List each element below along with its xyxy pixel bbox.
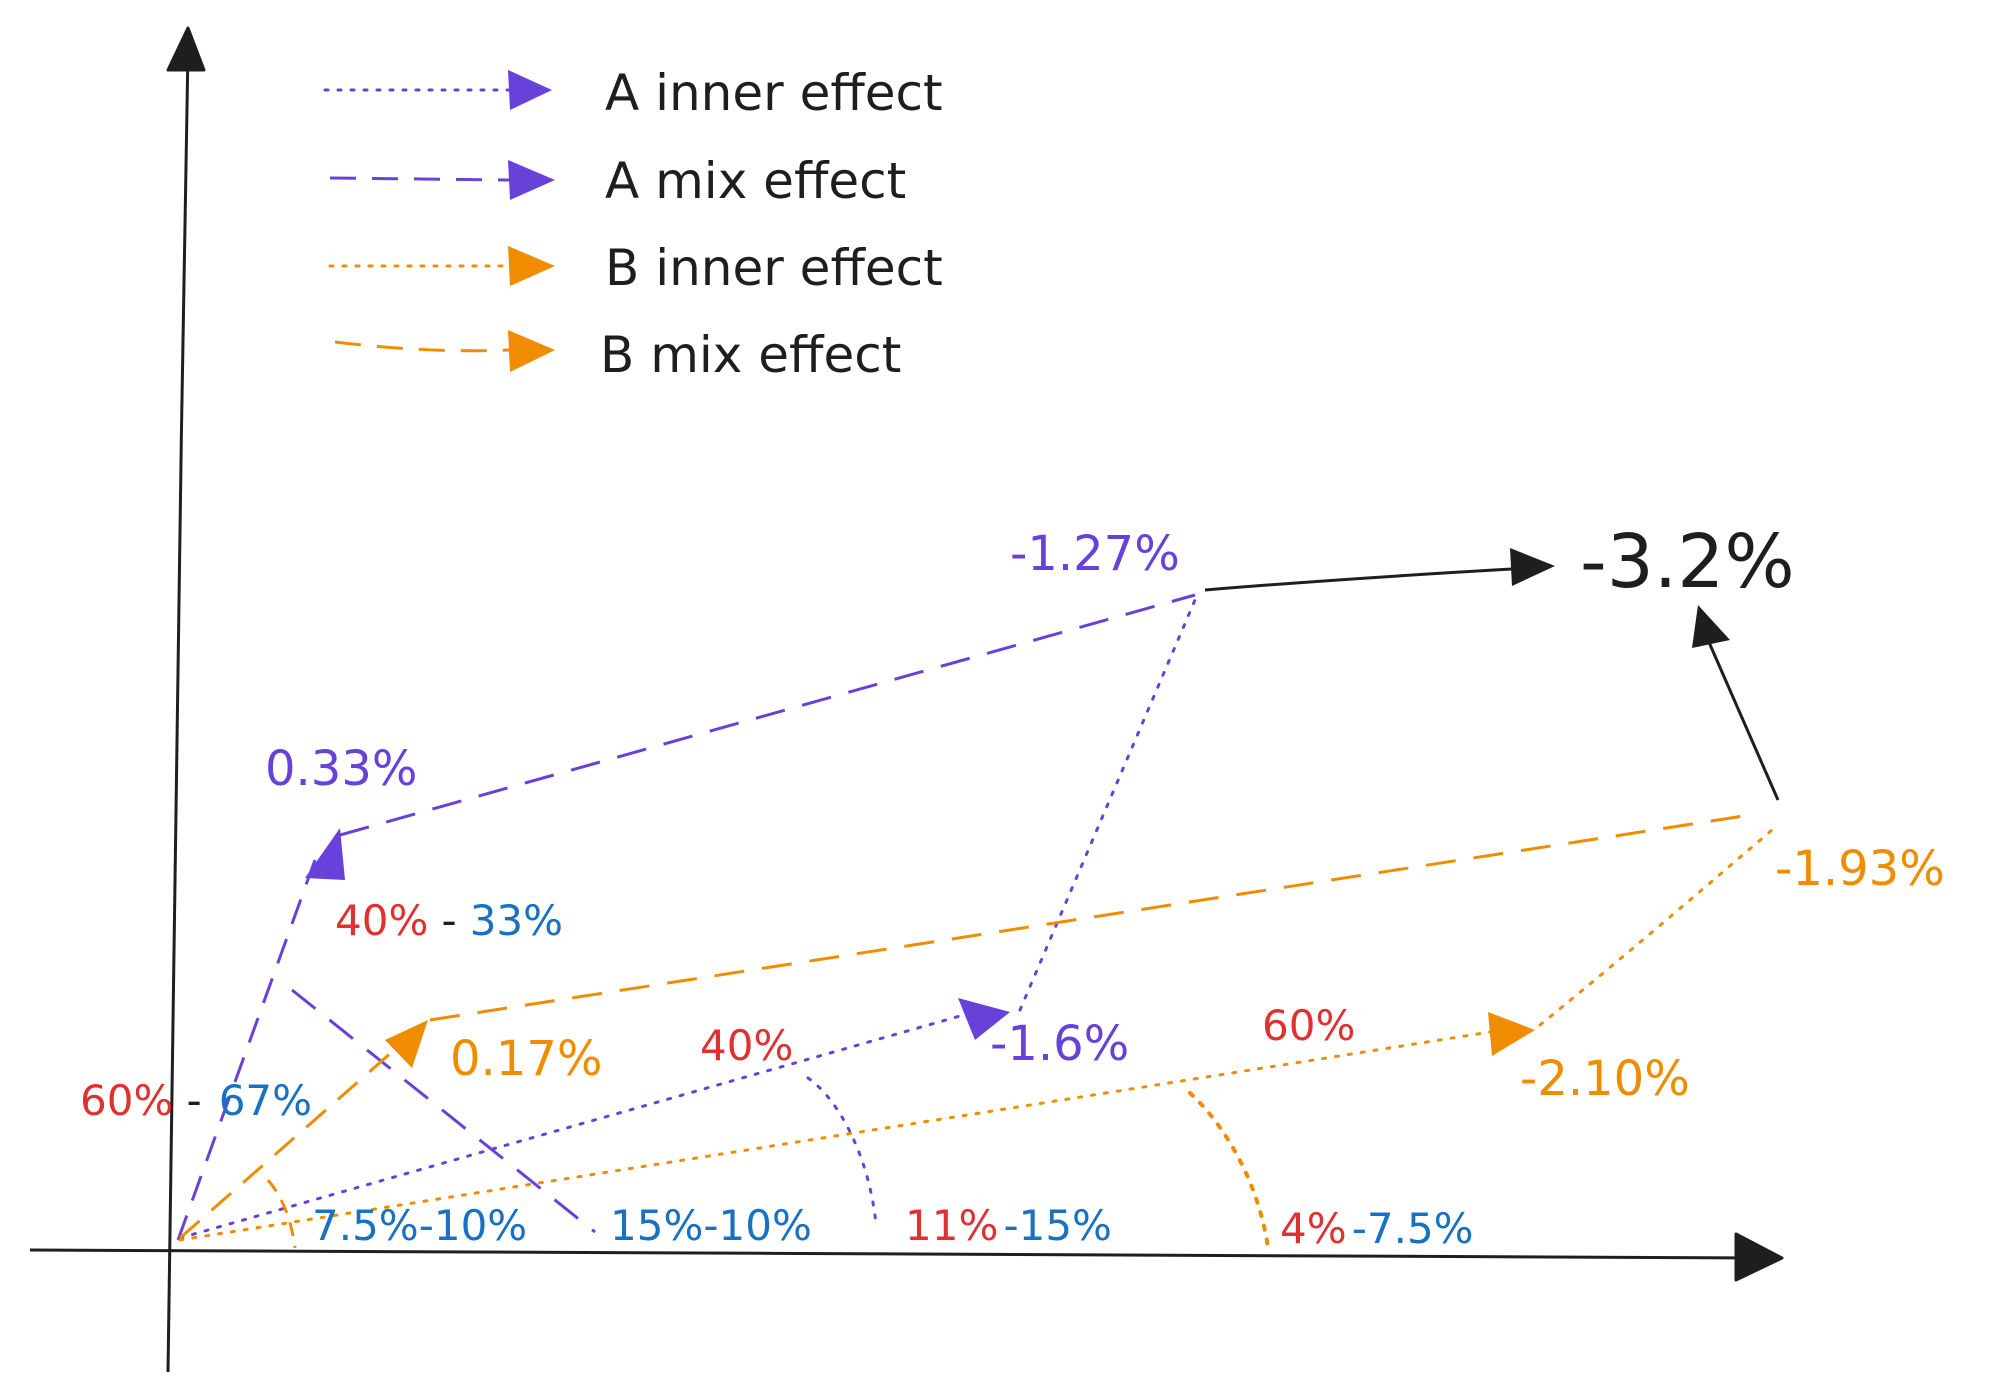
share-red: 60% [80,1076,173,1125]
share-blue: -7.5% [1352,1204,1474,1253]
angle-marker-orange-dotted [1188,1091,1270,1250]
share-blue: 33% [470,896,563,945]
legend-label: A inner effect [605,64,943,122]
a-total-value: -1.27% [1010,526,1180,582]
x-axis-line [29,1248,1761,1260]
b-mix-value: 0.17% [450,1031,602,1087]
share-label-bottom-4: 4% -7.5% [1280,1204,1474,1253]
share-blue: 67% [219,1076,312,1125]
b-inner-arrowhead [1488,1012,1535,1056]
y-axis-arrowhead [166,26,206,72]
share-blue: -15% [1003,1201,1112,1250]
legend-item-b-inner: B inner effect [328,239,943,297]
b-inner-value: -2.10% [1520,1051,1690,1107]
legend-item-a-mix: A mix effect [329,152,906,210]
x-axis-arrowhead [1734,1232,1784,1282]
angle-marker-orange [266,1179,297,1249]
a-inner-arrowhead [958,998,1010,1040]
legend-item-b-mix: B mix effect [334,326,901,384]
b-mix-arrowhead [385,1020,428,1068]
a-mix-return-line [291,988,596,1234]
y-axis-line [166,49,190,1373]
legend-arrowhead-icon [508,160,555,200]
share-label-a-top: 40% - 33% [335,896,563,945]
legend-arrowhead-icon [508,246,555,286]
share-red: 40% [335,896,428,945]
legend-label: A mix effect [605,152,906,210]
share-sep: - [186,1076,201,1125]
grand-total-value: -3.2% [1580,519,1795,605]
share-label-bottom-2: 15%-10% [610,1201,812,1250]
a-inner-value: -1.6% [990,1016,1129,1072]
share-red: 11% [905,1201,998,1250]
a-to-total-arrowhead [1510,548,1555,586]
legend-arrowhead-icon [508,70,552,110]
total-arrows [1204,548,1780,801]
legend-label: B mix effect [600,326,901,384]
b-to-total-arrow [1706,639,1780,801]
share-label-b-inner: 60% [1262,1001,1355,1050]
share-red: 4% [1280,1204,1347,1253]
legend-label: B inner effect [605,239,943,297]
share-label-a-left: 60% - 67% [80,1076,312,1125]
b-total-value: -1.93% [1775,841,1945,897]
b-inner-path [178,828,1774,1242]
share-label-a-inner: 40% [700,1021,793,1070]
share-label-bottom-1: 7.5%-10% [312,1201,527,1250]
b-mix-path [179,813,1751,1240]
a-mix-arrowhead [305,828,345,880]
legend-arrowhead-icon [508,330,555,372]
share-sep: - [441,896,456,945]
a-mix-value: 0.33% [265,741,417,797]
share-label-bottom-3: 11% -15% [905,1201,1112,1250]
angle-marker-purple-dotted [806,1076,878,1227]
legend-item-a-inner: A inner effect [323,64,943,122]
legend: A inner effect A mix effect B inner effe… [323,64,943,384]
a-mix-path [176,593,1196,1241]
a-to-total-arrow [1204,566,1531,592]
b-to-total-arrowhead [1692,605,1730,648]
a-inner-path [178,598,1197,1240]
axes [29,26,1784,1373]
